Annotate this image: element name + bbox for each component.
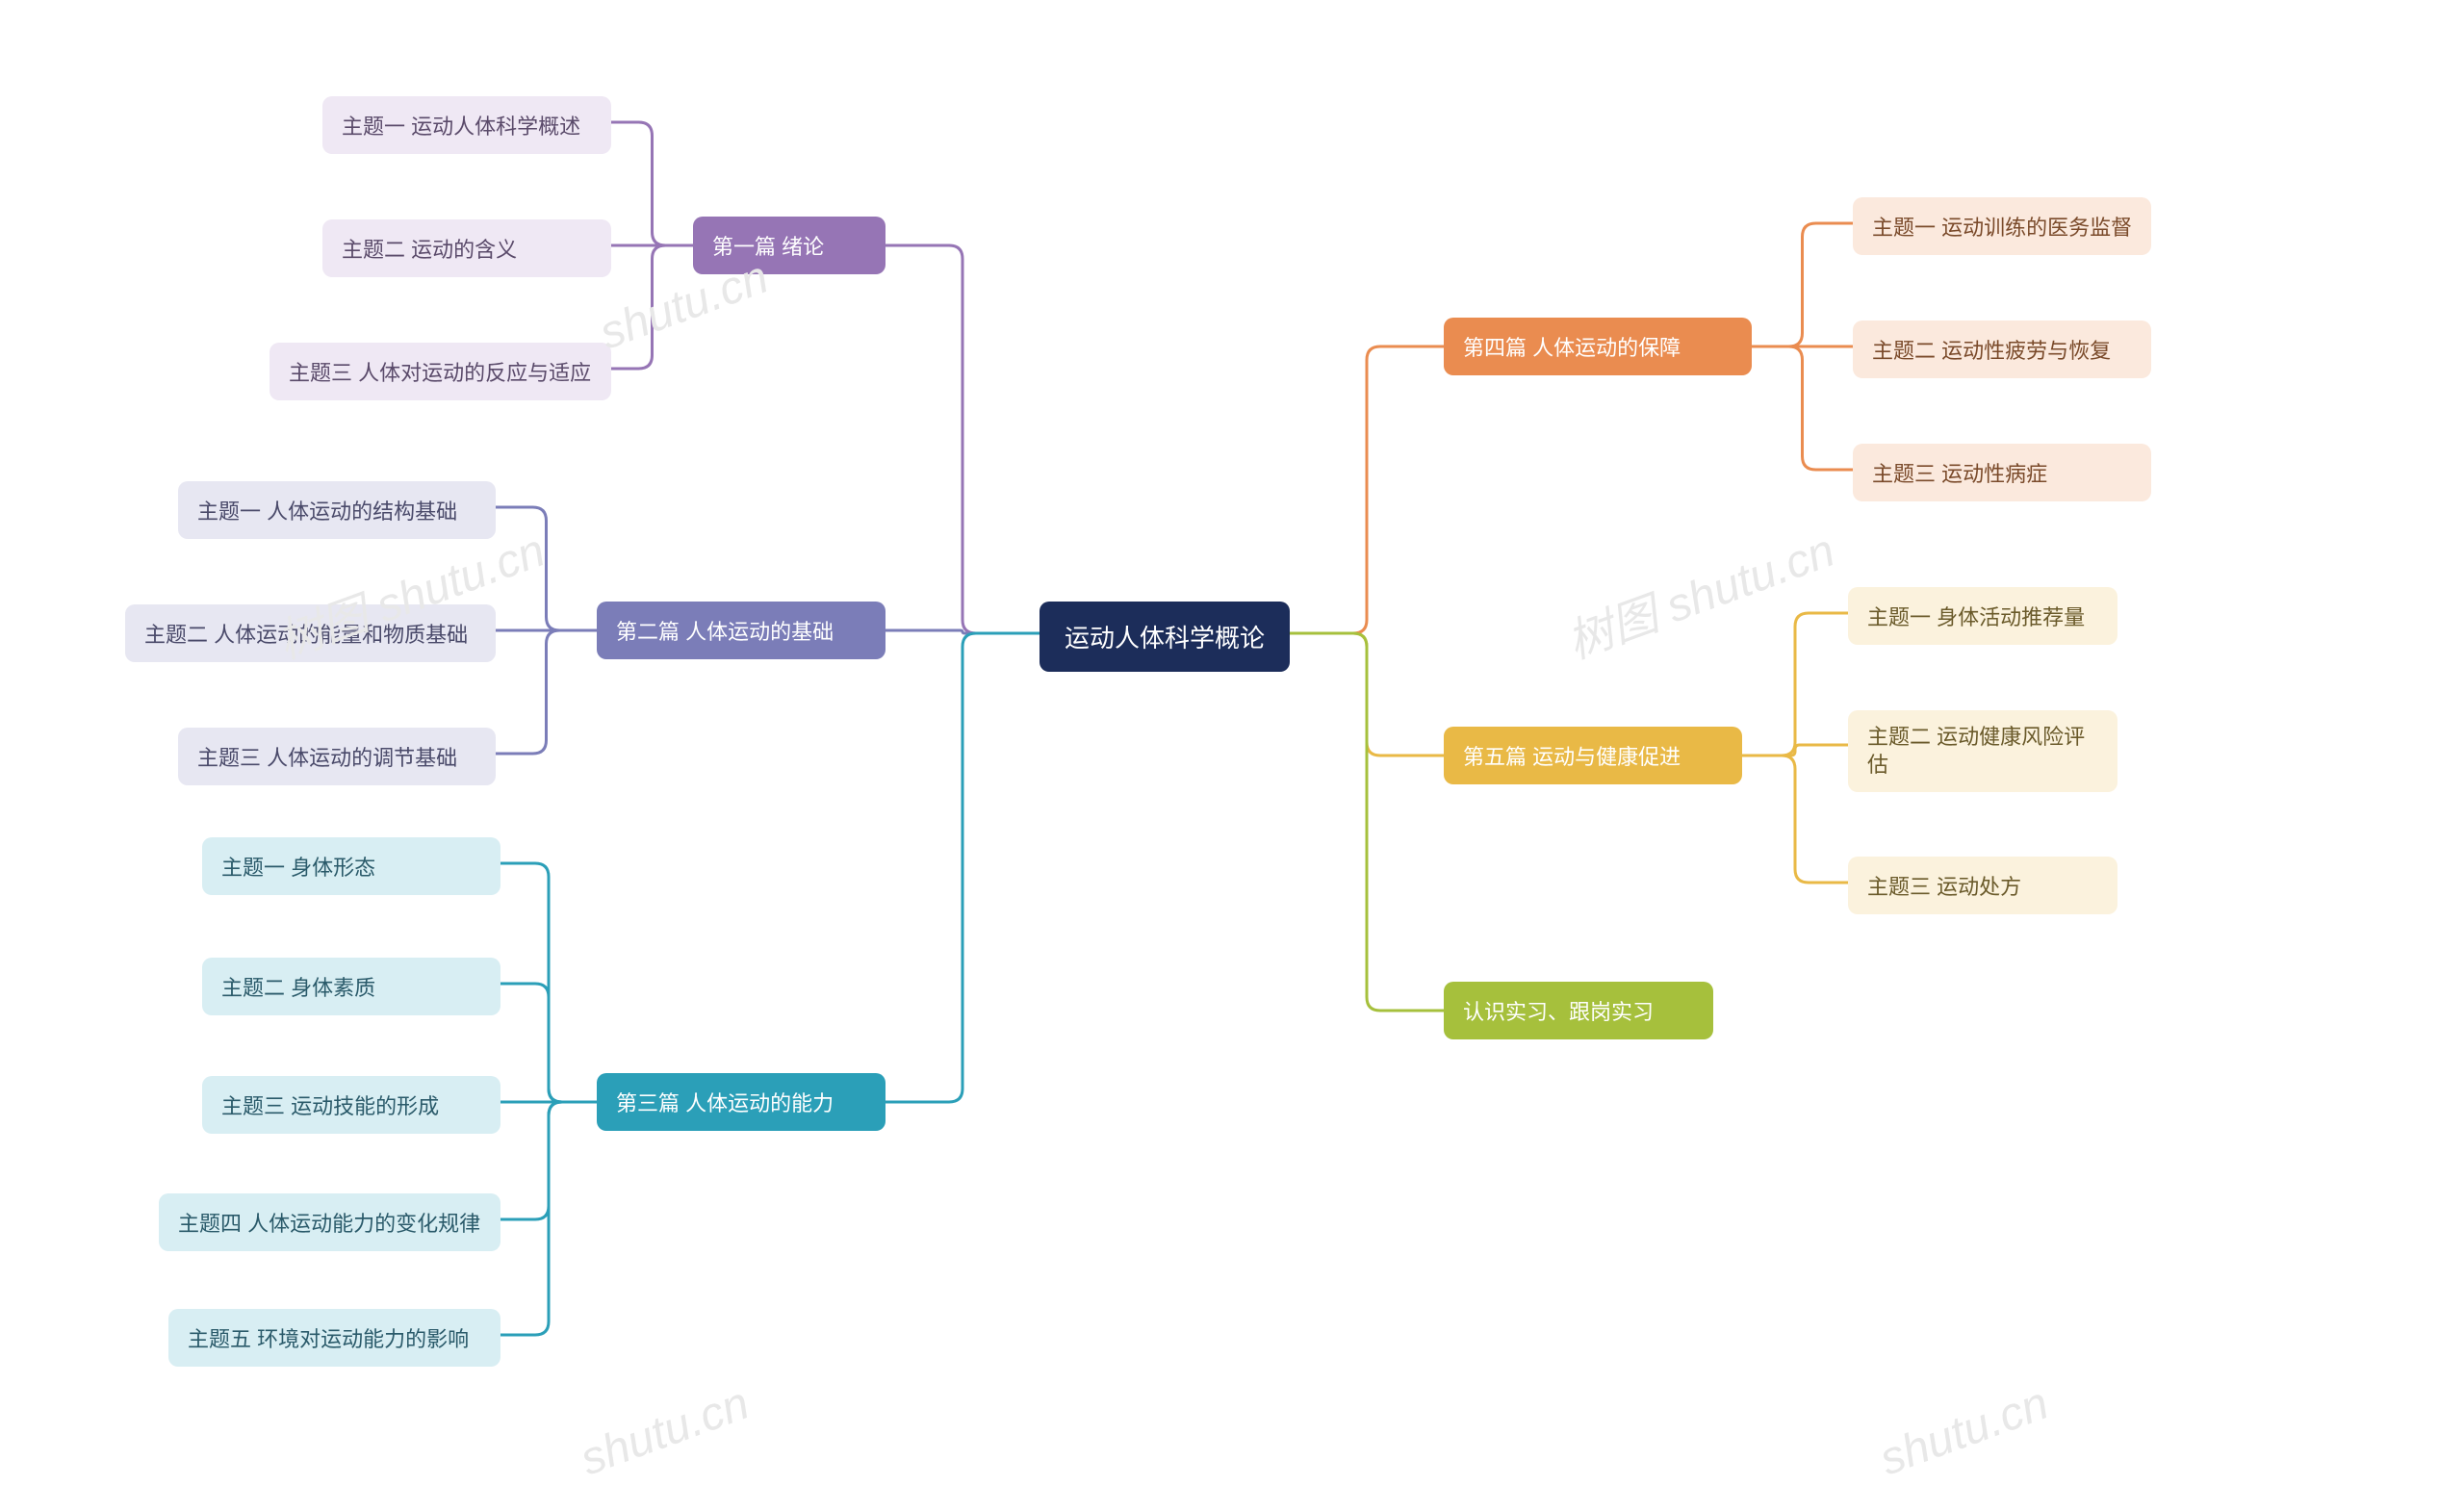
leaf-b2-0[interactable]: 主题一 人体运动的结构基础 xyxy=(178,481,496,539)
root-node[interactable]: 运动人体科学概论 xyxy=(1040,602,1290,672)
leaf-b4-0[interactable]: 主题一 运动训练的医务监督 xyxy=(1853,197,2151,255)
branch-b3[interactable]: 第三篇 人体运动的能力 xyxy=(597,1073,886,1131)
leaf-b2-2[interactable]: 主题三 人体运动的调节基础 xyxy=(178,728,496,785)
leaf-b4-1[interactable]: 主题二 运动性疲劳与恢复 xyxy=(1853,320,2151,378)
branch-b4-label: 第四篇 人体运动的保障 xyxy=(1463,331,1681,362)
root-node-label: 运动人体科学概论 xyxy=(1065,619,1265,654)
leaf-b1-2-label: 主题三 人体对运动的反应与适应 xyxy=(289,356,591,387)
leaf-b5-1[interactable]: 主题二 运动健康风险评估 xyxy=(1848,710,2118,792)
leaf-b3-2[interactable]: 主题三 运动技能的形成 xyxy=(202,1076,500,1134)
leaf-b3-2-label: 主题三 运动技能的形成 xyxy=(221,1089,439,1120)
branch-b2[interactable]: 第二篇 人体运动的基础 xyxy=(597,602,886,659)
leaf-b4-0-label: 主题一 运动训练的医务监督 xyxy=(1872,211,2132,242)
leaf-b5-1-label: 主题二 运动健康风险评估 xyxy=(1867,724,2098,779)
leaf-b2-0-label: 主题一 人体运动的结构基础 xyxy=(197,495,457,525)
leaf-b1-0[interactable]: 主题一 运动人体科学概述 xyxy=(322,96,611,154)
leaf-b5-0[interactable]: 主题一 身体活动推荐量 xyxy=(1848,587,2118,645)
leaf-b4-2-label: 主题三 运动性病症 xyxy=(1872,457,2047,488)
leaf-b5-2[interactable]: 主题三 运动处方 xyxy=(1848,857,2118,914)
branch-b3-label: 第三篇 人体运动的能力 xyxy=(616,1087,834,1117)
watermark-3: shutu.cn xyxy=(574,1377,756,1486)
leaf-b3-4-label: 主题五 环境对运动能力的影响 xyxy=(188,1322,469,1353)
leaf-b1-1[interactable]: 主题二 运动的含义 xyxy=(322,219,611,277)
branch-b4[interactable]: 第四篇 人体运动的保障 xyxy=(1444,318,1752,375)
leaf-b3-0-label: 主题一 身体形态 xyxy=(221,851,375,882)
branch-b5-label: 第五篇 运动与健康促进 xyxy=(1463,740,1681,771)
leaf-b4-1-label: 主题二 运动性疲劳与恢复 xyxy=(1872,334,2111,365)
branch-b1[interactable]: 第一篇 绪论 xyxy=(693,217,886,274)
branch-b6-label: 认识实习、跟岗实习 xyxy=(1463,995,1654,1026)
branch-b1-label: 第一篇 绪论 xyxy=(712,230,824,261)
leaf-b3-1[interactable]: 主题二 身体素质 xyxy=(202,958,500,1015)
leaf-b1-1-label: 主题二 运动的含义 xyxy=(342,233,517,264)
leaf-b3-4[interactable]: 主题五 环境对运动能力的影响 xyxy=(168,1309,500,1367)
branch-b6[interactable]: 认识实习、跟岗实习 xyxy=(1444,982,1713,1039)
branch-b5[interactable]: 第五篇 运动与健康促进 xyxy=(1444,727,1742,784)
leaf-b2-1-label: 主题二 人体运动的能量和物质基础 xyxy=(144,618,468,649)
watermark-4: shutu.cn xyxy=(1873,1377,2055,1486)
leaf-b5-2-label: 主题三 运动处方 xyxy=(1867,870,2021,901)
leaf-b5-0-label: 主题一 身体活动推荐量 xyxy=(1867,601,2085,631)
leaf-b3-1-label: 主题二 身体素质 xyxy=(221,971,375,1002)
leaf-b3-0[interactable]: 主题一 身体形态 xyxy=(202,837,500,895)
leaf-b4-2[interactable]: 主题三 运动性病症 xyxy=(1853,444,2151,501)
leaf-b1-2[interactable]: 主题三 人体对运动的反应与适应 xyxy=(270,343,611,400)
leaf-b2-1[interactable]: 主题二 人体运动的能量和物质基础 xyxy=(125,604,496,662)
branch-b2-label: 第二篇 人体运动的基础 xyxy=(616,615,834,646)
leaf-b3-3[interactable]: 主题四 人体运动能力的变化规律 xyxy=(159,1193,500,1251)
leaf-b2-2-label: 主题三 人体运动的调节基础 xyxy=(197,741,457,772)
leaf-b1-0-label: 主题一 运动人体科学概述 xyxy=(342,110,580,141)
leaf-b3-3-label: 主题四 人体运动能力的变化规律 xyxy=(178,1207,480,1238)
watermark-2: 树图 shutu.cn xyxy=(1556,512,1842,671)
